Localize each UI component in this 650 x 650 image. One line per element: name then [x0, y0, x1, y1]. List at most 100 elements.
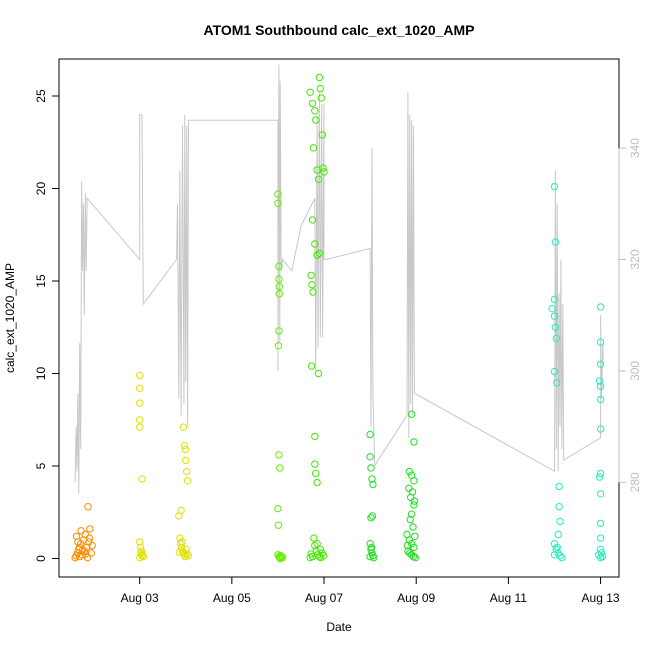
data-point: [275, 282, 283, 291]
data-point: [308, 281, 316, 289]
data-point: [555, 503, 563, 511]
data-point: [596, 490, 605, 498]
data-point: [312, 116, 320, 124]
data-point: [276, 554, 284, 563]
data-point: [550, 295, 559, 304]
data-point: [277, 552, 285, 560]
data-point: [274, 190, 282, 198]
data-point: [308, 216, 317, 224]
x-axis: Aug 03 Aug 05 Aug 07 Aug 09 Aug 11 Aug 13: [121, 576, 620, 605]
data-point: [184, 552, 192, 560]
data-point: [311, 541, 319, 550]
data-point: [596, 395, 605, 404]
data-point: [368, 475, 376, 483]
y-tick-label: 25: [34, 89, 48, 103]
data-point: [77, 527, 85, 535]
data-point: [138, 552, 146, 560]
data-point: [548, 305, 556, 313]
y2-tick-label: 300: [628, 361, 642, 381]
data-point: [596, 425, 605, 433]
data-point: [179, 423, 188, 431]
data-point: [598, 552, 607, 561]
data-point: [407, 410, 416, 418]
data-point: [596, 360, 605, 368]
data-point: [86, 525, 94, 533]
data-point: [314, 175, 323, 184]
data-point: [407, 510, 416, 518]
data-point: [136, 399, 144, 407]
data-point: [550, 367, 559, 376]
data-point: [367, 464, 375, 472]
data-point: [407, 540, 416, 548]
y2-tick-label: 340: [628, 138, 642, 158]
data-point: [309, 288, 317, 296]
data-point: [411, 553, 419, 562]
data-point: [367, 514, 375, 522]
data-point: [311, 240, 319, 248]
data-point: [366, 430, 374, 439]
data-point: [367, 543, 376, 552]
y2-tick-label: 320: [628, 249, 642, 269]
data-point: [596, 553, 605, 562]
scatter-series: [71, 73, 607, 563]
data-point: [313, 478, 321, 487]
data-point: [178, 538, 186, 546]
chart-title: ATOM1 Southbound calc_ext_1020_AMP: [204, 22, 475, 38]
x-axis-label: Date: [326, 620, 352, 634]
data-point: [407, 493, 415, 502]
data-point: [405, 484, 413, 492]
data-point: [405, 467, 413, 476]
data-point: [319, 552, 328, 560]
data-point: [316, 84, 324, 93]
data-point: [309, 144, 318, 152]
line-path: [74, 64, 604, 494]
data-point: [314, 369, 323, 378]
data-point: [406, 549, 414, 557]
y-tick-label: 15: [34, 274, 48, 288]
data-point: [183, 477, 192, 485]
data-point: [275, 275, 283, 283]
data-point: [411, 532, 419, 540]
data-point: [551, 323, 560, 331]
data-point: [307, 271, 315, 280]
data-point: [554, 530, 562, 539]
data-point: [177, 540, 185, 548]
data-point: [138, 475, 146, 483]
data-point: [315, 73, 324, 82]
y-tick-label: 10: [34, 367, 48, 381]
x-tick-label: Aug 11: [490, 591, 527, 605]
data-point: [370, 553, 378, 562]
data-point: [596, 469, 605, 478]
data-point: [556, 552, 564, 560]
data-point: [183, 467, 191, 476]
x-tick-label: Aug 13: [582, 591, 620, 605]
data-point: [550, 182, 559, 191]
data-point: [308, 99, 317, 108]
data-point: [552, 334, 560, 343]
data-point: [596, 303, 605, 311]
data-point: [136, 543, 145, 552]
x-tick-label: Aug 09: [397, 591, 435, 605]
data-point: [596, 534, 605, 542]
data-point: [550, 312, 559, 320]
data-point: [180, 441, 189, 450]
data-point: [558, 553, 566, 562]
y2-tick-label: 280: [628, 472, 642, 492]
data-point: [136, 384, 144, 392]
y-tick-label: 5: [34, 462, 48, 469]
data-point: [556, 517, 564, 526]
data-point: [555, 482, 563, 491]
data-point: [308, 552, 317, 561]
data-point: [369, 480, 377, 489]
data-point: [275, 451, 283, 459]
data-point: [320, 168, 328, 176]
data-point: [313, 540, 321, 548]
data-point: [406, 515, 414, 524]
plot-frame: [58, 58, 620, 578]
data-point: [182, 545, 190, 553]
data-point: [410, 543, 418, 552]
data-point: [317, 94, 325, 102]
data-point: [307, 362, 316, 370]
data-point: [275, 262, 283, 270]
data-point: [85, 534, 94, 542]
